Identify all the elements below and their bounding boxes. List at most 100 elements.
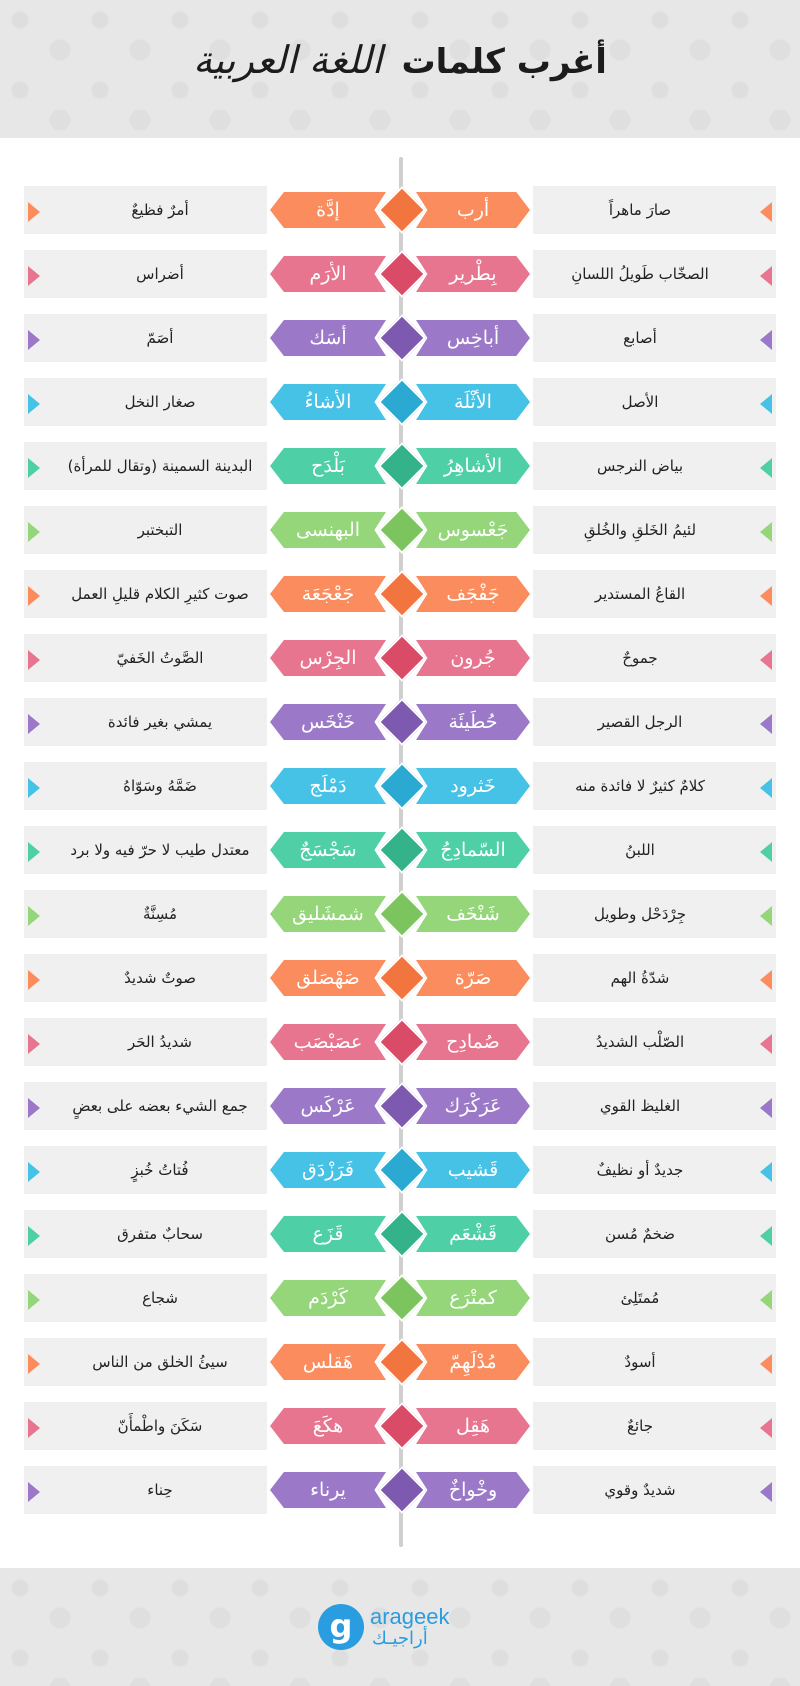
word-ribbon-right: جُرون	[416, 640, 530, 676]
word-row: جائعٌ سَكَنَ واطْمأَنّ هَقِل هكَعَ	[0, 1401, 800, 1451]
meaning-card-right	[533, 1082, 776, 1130]
word-row: ضخمٌ مُسن سحابٌ متفرق قَشْعَم قَزَع	[0, 1209, 800, 1259]
meaning-right: جائعٌ	[626, 1417, 653, 1435]
meaning-card-right	[533, 826, 776, 874]
word-row: أسودٌ سيئُ الخلق من الناس مُدْلَهِمّ هَقلس	[0, 1337, 800, 1387]
meaning-card-left	[24, 1402, 267, 1450]
meaning-card-left	[24, 1146, 267, 1194]
word-ribbon-right: قَشْعَم	[416, 1216, 530, 1252]
arrow-left-icon	[28, 330, 40, 350]
meaning-right: ضخمٌ مُسن	[604, 1225, 675, 1243]
word-ribbon-right: قَشيب	[416, 1152, 530, 1188]
word-ribbon-left: جَعْجَعَة	[270, 576, 386, 612]
meaning-card-right	[533, 570, 776, 618]
arrow-left-icon	[28, 906, 40, 926]
word-ribbon-left: عصَبْصَب	[270, 1024, 386, 1060]
meaning-left: أصَمّ	[146, 329, 174, 347]
arrow-left-icon	[28, 842, 40, 862]
brand-name-en: arageek	[370, 1604, 450, 1629]
meaning-card-left	[24, 1466, 267, 1514]
arrow-right-icon	[760, 714, 772, 734]
arrow-left-icon	[28, 1418, 40, 1438]
word-ribbon-left: سَجْسَجٌ	[270, 832, 386, 868]
word-ribbon-left: هكَعَ	[270, 1408, 386, 1444]
word-ribbon-left: يرناء	[270, 1472, 386, 1508]
meaning-card-right	[533, 378, 776, 426]
footer-pattern	[0, 1568, 800, 1686]
meaning-card-right	[533, 1466, 776, 1514]
word-ribbon-left: صَهْصَلق	[270, 960, 386, 996]
arrow-left-icon	[28, 650, 40, 670]
meaning-right: جموحٌ	[622, 649, 658, 667]
meaning-right: الغليظ القوي	[599, 1097, 681, 1115]
meaning-left: شديدُ الحَر	[128, 1033, 192, 1051]
arrow-left-icon	[28, 1226, 40, 1246]
meaning-right: صارَ ماهراً	[608, 201, 672, 219]
meaning-left: يمشي بغير فائدة	[107, 713, 213, 731]
word-ribbon-right: بِطْرير	[416, 256, 530, 292]
word-row: مُمتَلِئ شجاع كمتْرَع كَرْدَم	[0, 1273, 800, 1323]
brand-name-ar: أراجيـك	[372, 1628, 428, 1649]
arrow-left-icon	[28, 714, 40, 734]
meaning-right: القاعُ المستدير	[594, 585, 686, 603]
meaning-left: سَكَنَ واطْمأَنّ	[117, 1417, 203, 1435]
meaning-left: شجاع	[142, 1289, 178, 1307]
arrow-right-icon	[760, 586, 772, 606]
word-ribbon-left: البهنسى	[270, 512, 386, 548]
arrow-left-icon	[28, 1482, 40, 1502]
meaning-left: الصَّوتُ الخَفيّ	[116, 649, 204, 667]
arrow-left-icon	[28, 1354, 40, 1374]
meaning-card-right	[533, 186, 776, 234]
meaning-card-left	[24, 250, 267, 298]
arrow-right-icon	[760, 970, 772, 990]
word-ribbon-left: خَنْخَس	[270, 704, 386, 740]
meaning-right: الصّلْب الشديدُ	[595, 1033, 685, 1051]
word-ribbon-right: خَثرود	[416, 768, 530, 804]
arrow-right-icon	[760, 266, 772, 286]
arrow-right-icon	[760, 330, 772, 350]
word-ribbon-left: الأشاءُ	[270, 384, 386, 420]
arrow-right-icon	[760, 1034, 772, 1054]
meaning-card-right	[533, 506, 776, 554]
meaning-right: مُمتَلِئ	[620, 1289, 660, 1307]
page-title: أغرب كلمات اللغة العربية	[0, 38, 800, 82]
meaning-left: سحابٌ متفرق	[117, 1225, 203, 1243]
arrow-left-icon	[28, 522, 40, 542]
arrow-right-icon	[760, 1354, 772, 1374]
word-row: الغليظ القوي جمع الشيء بعضه على بعضٍ عَرَك…	[0, 1081, 800, 1131]
arrow-right-icon	[760, 1098, 772, 1118]
arrow-right-icon	[760, 394, 772, 414]
meaning-left: ضَمَّهُ وسَوّاهُ	[123, 777, 197, 795]
header-pattern	[0, 0, 800, 138]
meaning-card-right	[533, 1402, 776, 1450]
arrow-right-icon	[760, 842, 772, 862]
arrow-right-icon	[760, 1418, 772, 1438]
arrow-left-icon	[28, 586, 40, 606]
arageek-logo-icon: g	[318, 1604, 364, 1650]
meaning-left: صغار النخل	[124, 393, 196, 411]
word-row: الرجل القصير يمشي بغير فائدة حُطَيئَة خَنْخ…	[0, 697, 800, 747]
word-ribbon-right: أرب	[416, 192, 530, 228]
meaning-left: مُسِنَّةٌ	[143, 905, 177, 923]
meaning-card-right	[533, 1018, 776, 1066]
word-row: بياض النرجس البدينة السمينة (وتقال للمرأة…	[0, 441, 800, 491]
meaning-right: جِرْدَحْل وطويل	[593, 905, 687, 923]
meaning-right: اللبنُ	[625, 841, 655, 859]
meaning-card-left	[24, 1210, 267, 1258]
arrow-left-icon	[28, 266, 40, 286]
meaning-card-right	[533, 1146, 776, 1194]
word-ribbon-right: كمتْرَع	[416, 1280, 530, 1316]
word-row: شدّةُ الهم صوتٌ شديدٌ صَرّة صَهْصَلق	[0, 953, 800, 1003]
meaning-card-left	[24, 826, 267, 874]
word-row: أصابع أصَمّ أباخِس أسَك	[0, 313, 800, 363]
word-ribbon-left: كَرْدَم	[270, 1280, 386, 1316]
meaning-card-right	[533, 634, 776, 682]
meaning-card-left	[24, 314, 267, 362]
meaning-left: البدينة السمينة (وتقال للمرأة)	[67, 457, 253, 475]
meaning-right: الأصل	[621, 393, 659, 411]
meaning-left: فُتاتُ خُبزٍ	[131, 1161, 189, 1179]
meaning-right: جديدٌ أو نظيفٌ	[596, 1161, 684, 1179]
meaning-card-left	[24, 762, 267, 810]
meaning-right: الرجل القصير	[597, 713, 683, 731]
arrow-left-icon	[28, 778, 40, 798]
